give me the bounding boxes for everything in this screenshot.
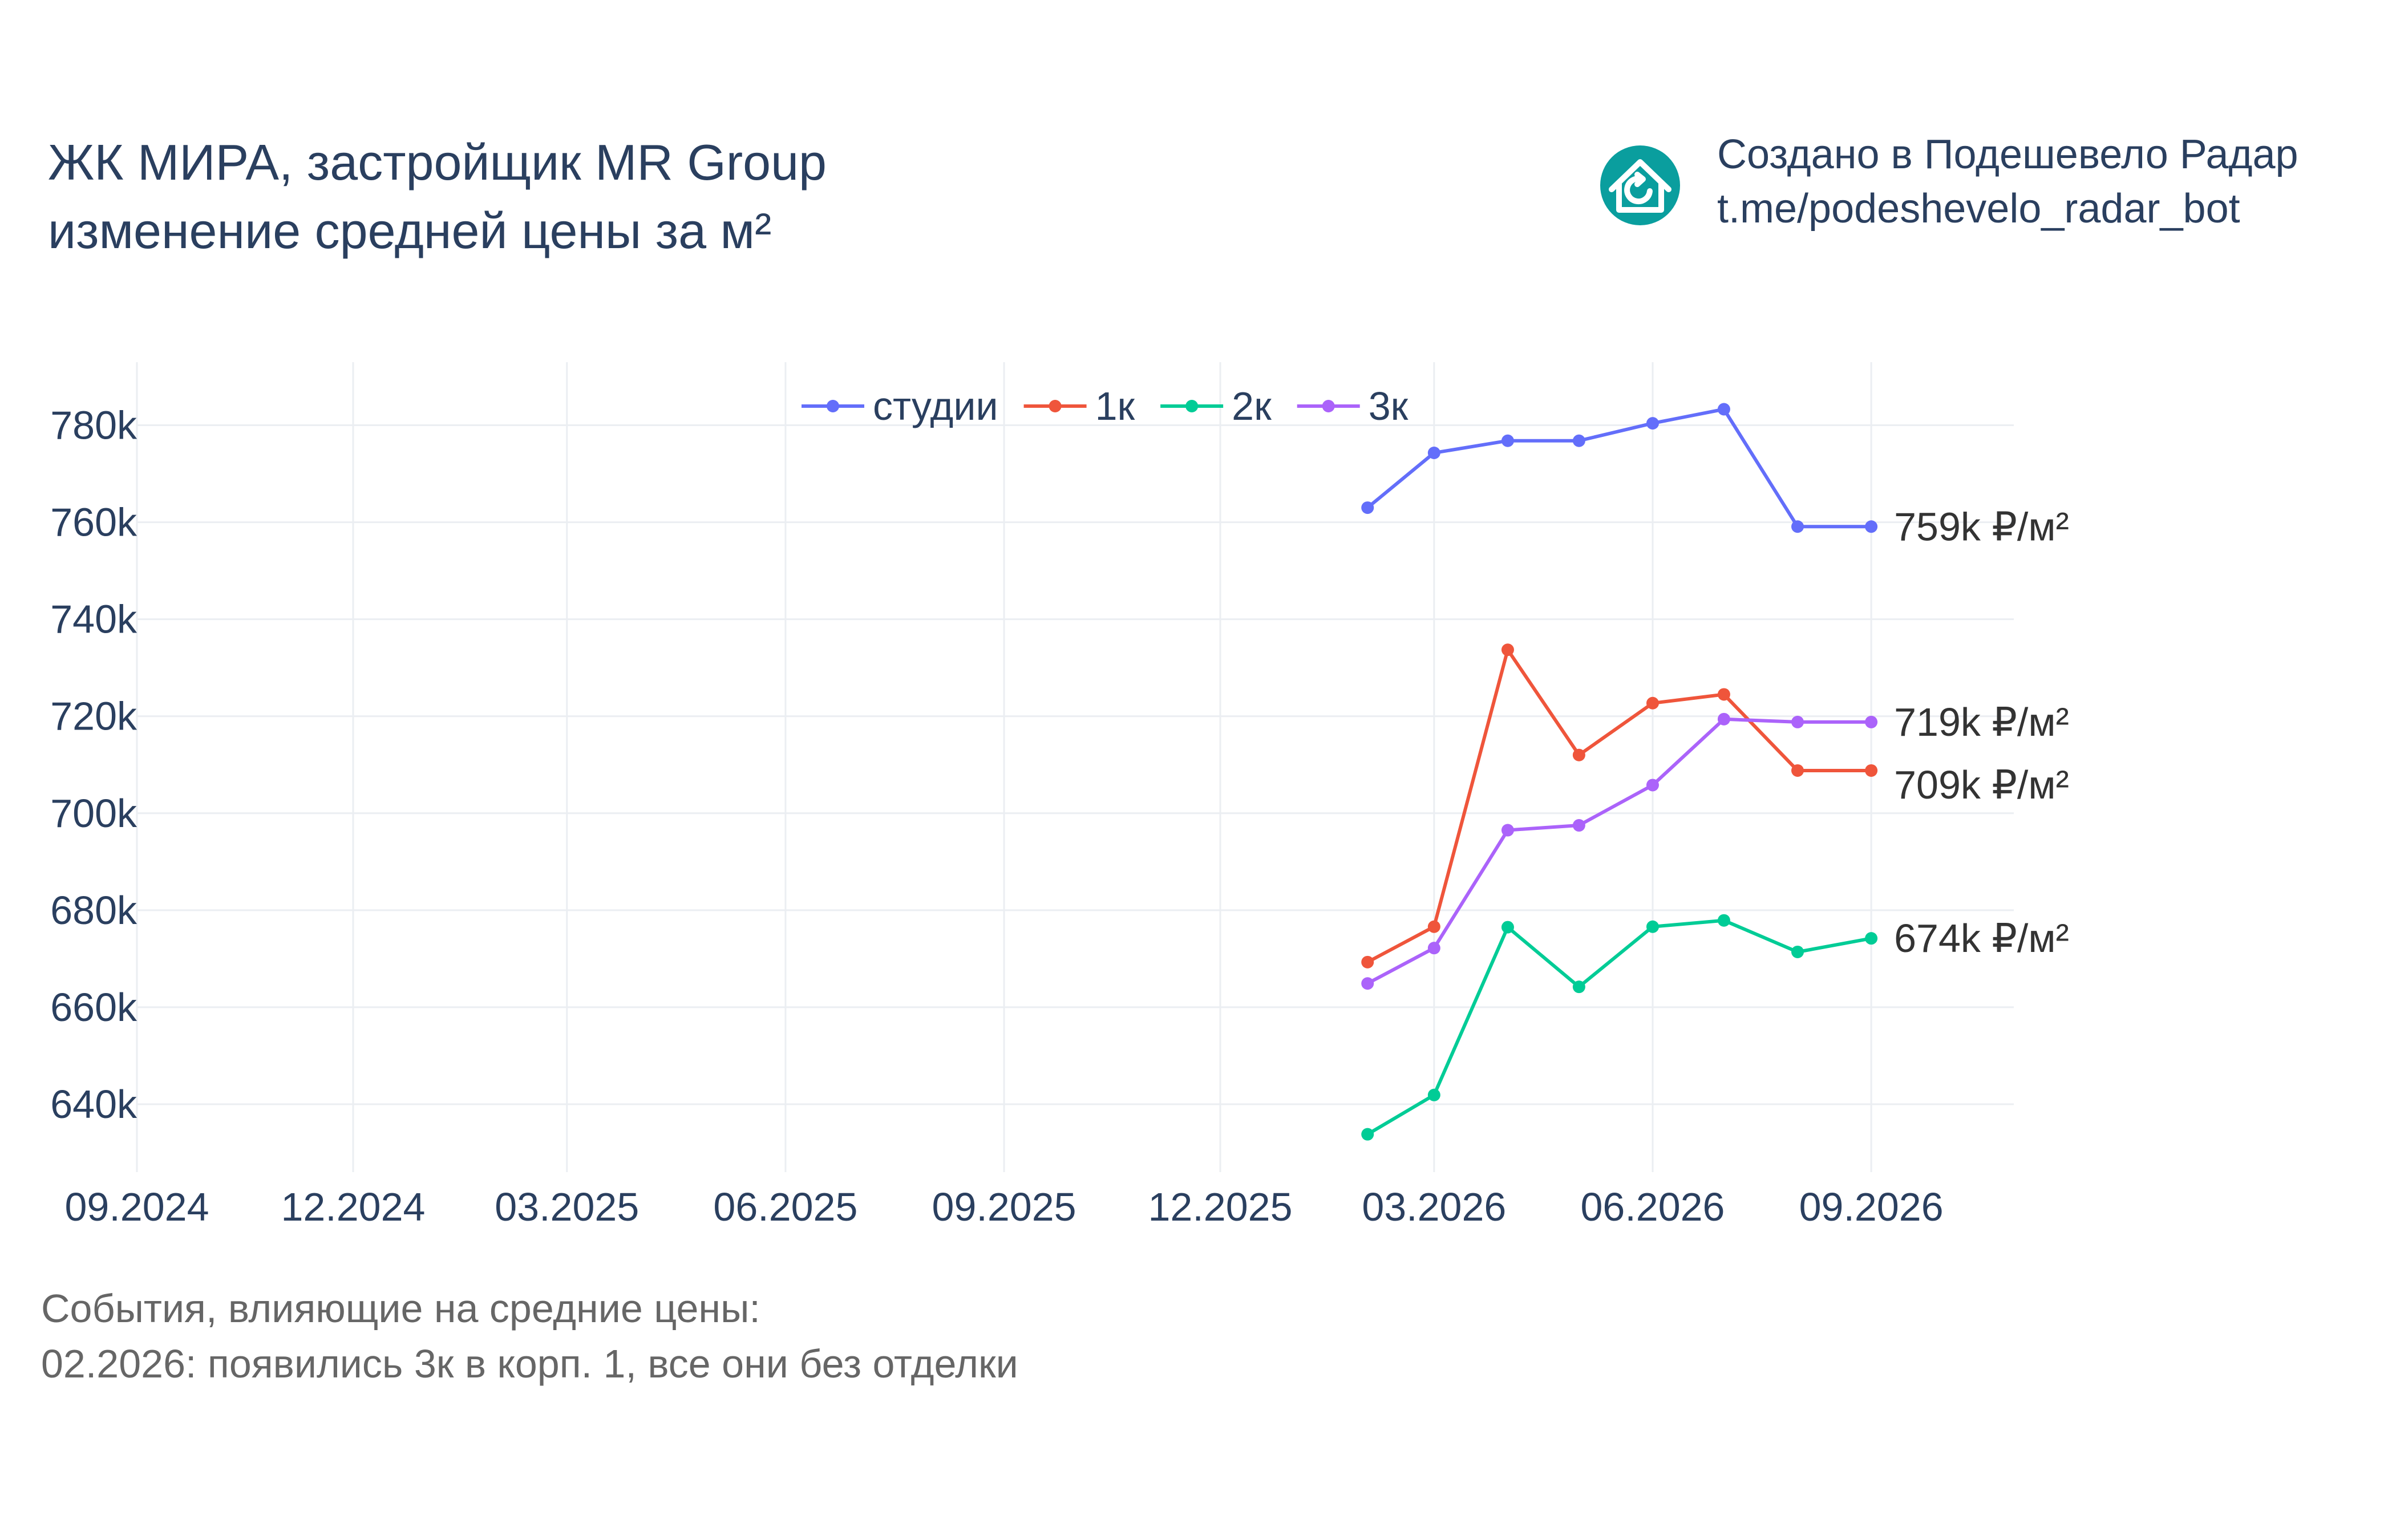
data-point[interactable]: [1361, 977, 1374, 990]
series-end-label: 719k ₽/м²: [1894, 700, 2069, 744]
data-point[interactable]: [1865, 715, 1878, 728]
x-axis: 09.2024 12.2024 03.2025 06.2025 09.2025 12.20…: [64, 1185, 1943, 1229]
data-point[interactable]: [1865, 764, 1878, 777]
legend-item[interactable]: 2к: [1160, 384, 1272, 428]
data-point[interactable]: [1791, 764, 1804, 777]
data-point[interactable]: [1646, 696, 1659, 710]
legend-marker: [1049, 400, 1062, 412]
series-line: [1366, 918, 1872, 1136]
x-tick-label: 06.2025: [713, 1185, 857, 1229]
y-axis: 640k 660k 680k 700k 720k 740k 760k 780k: [50, 403, 137, 1126]
legend-label: 1к: [1095, 384, 1135, 428]
plot-area: [1361, 403, 1878, 1141]
data-point[interactable]: [1717, 914, 1730, 927]
series-line: [1366, 717, 1872, 985]
series-line: [1366, 648, 1872, 964]
y-tick-label: 700k: [50, 791, 137, 836]
x-tick-label: 09.2026: [1799, 1185, 1944, 1229]
legend-item[interactable]: 3к: [1297, 384, 1409, 428]
data-point[interactable]: [1717, 403, 1730, 416]
data-point[interactable]: [1572, 434, 1585, 447]
brand-text-line-1: Создано в Подешевело Радар: [1717, 132, 2298, 177]
legend-label: 2к: [1232, 384, 1272, 428]
chart-title-line-1: ЖК МИРА, застройщик MR Group: [48, 134, 827, 191]
data-point[interactable]: [1717, 712, 1730, 726]
legend-marker: [1322, 400, 1335, 412]
data-point[interactable]: [1427, 1088, 1440, 1101]
series-line: [1366, 407, 1872, 529]
data-point[interactable]: [1865, 932, 1878, 945]
chart-title-line-2: изменение средней цены за м²: [48, 202, 771, 259]
data-point[interactable]: [1791, 945, 1804, 958]
brand-link[interactable]: t.me/podeshevelo_radar_bot: [1717, 186, 2240, 232]
legend-marker: [1185, 400, 1199, 412]
events-note-heading: События, влияющие на средние цены:: [41, 1286, 760, 1331]
x-tick-label: 03.2025: [495, 1185, 639, 1229]
x-tick-label: 12.2025: [1148, 1185, 1293, 1229]
y-tick-label: 660k: [50, 985, 137, 1030]
grid: [136, 362, 2014, 1172]
data-point[interactable]: [1501, 921, 1514, 934]
y-tick-label: 740k: [50, 597, 137, 642]
series-end-label: 759k ₽/м²: [1894, 504, 2069, 549]
x-tick-label: 03.2026: [1362, 1185, 1506, 1229]
legend-label: 3к: [1369, 384, 1409, 428]
legend-item[interactable]: 1к: [1023, 384, 1135, 428]
data-point[interactable]: [1791, 520, 1804, 533]
x-tick-label: 09.2025: [932, 1185, 1076, 1229]
data-point[interactable]: [1501, 434, 1514, 447]
y-tick-label: 640k: [50, 1082, 137, 1126]
y-tick-label: 680k: [50, 888, 137, 933]
data-point[interactable]: [1791, 715, 1804, 728]
data-point[interactable]: [1501, 824, 1514, 837]
series-end-label: 674k ₽/м²: [1894, 916, 2069, 961]
end-labels: 759k ₽/м² 719k ₽/м² 709k ₽/м² 674k ₽/м²: [1894, 504, 2069, 961]
x-tick-label: 12.2024: [281, 1185, 425, 1229]
legend-label: студии: [873, 384, 998, 428]
data-point[interactable]: [1865, 520, 1878, 533]
data-point[interactable]: [1427, 920, 1440, 933]
data-point[interactable]: [1427, 447, 1440, 460]
data-point[interactable]: [1717, 688, 1730, 701]
data-point[interactable]: [1572, 748, 1585, 761]
data-point[interactable]: [1646, 779, 1659, 792]
data-point[interactable]: [1361, 501, 1374, 514]
y-tick-label: 780k: [50, 403, 137, 448]
x-tick-label: 09.2024: [64, 1185, 209, 1229]
house-refresh-icon: [1609, 159, 1671, 213]
data-point[interactable]: [1572, 980, 1585, 994]
data-point[interactable]: [1361, 1128, 1374, 1141]
y-tick-label: 760k: [50, 500, 137, 545]
brand-logo[interactable]: [1600, 145, 1680, 225]
events-note-item: 02.2026: появились 3к в корп. 1, все они…: [41, 1342, 1018, 1386]
data-point[interactable]: [1572, 819, 1585, 832]
data-point[interactable]: [1646, 417, 1659, 430]
series-end-label: 709k ₽/м²: [1894, 763, 2069, 807]
data-point[interactable]: [1646, 920, 1659, 933]
data-point[interactable]: [1427, 942, 1440, 955]
x-tick-label: 06.2026: [1580, 1185, 1725, 1229]
legend-item[interactable]: студии: [802, 384, 998, 428]
data-point[interactable]: [1501, 643, 1514, 656]
legend[interactable]: студии 1к 2к 3к: [802, 384, 1409, 428]
data-point[interactable]: [1361, 955, 1374, 968]
y-tick-label: 720k: [50, 694, 137, 739]
legend-marker: [827, 400, 839, 412]
